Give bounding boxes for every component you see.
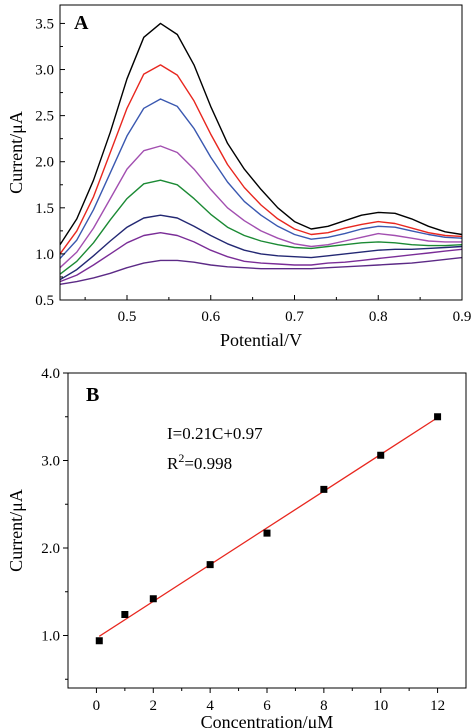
- panel-a-series-line-1: [59, 22, 463, 246]
- panel-b-r2-annotation: R2=0.998: [167, 451, 232, 473]
- r2-superscript: 2: [178, 451, 184, 465]
- panel-a-y-tick-label: 3.0: [35, 63, 54, 79]
- panel-b-x-tick-label: 4: [206, 698, 214, 714]
- panel-a-series-line-7: [59, 231, 463, 283]
- panel-a-x-tick-label: 0.9: [453, 309, 472, 325]
- panel-b-x-tick-label: 12: [430, 698, 445, 714]
- panel-b-data-point: [434, 413, 442, 421]
- panel-b-equation-annotation: I=0.21C+0.97: [167, 424, 263, 443]
- panel-a-series-line-3: [59, 98, 463, 259]
- panel-b-data-point: [121, 611, 129, 618]
- panel-a-x-tick-label: 0.8: [369, 309, 388, 325]
- panel-b-x-tick-label: 6: [263, 698, 271, 714]
- r2-prefix: R: [167, 454, 179, 473]
- panel-b-x-tick-label: 8: [320, 698, 328, 714]
- panel-b-data-point: [206, 561, 214, 569]
- panel-a-plot-frame: [59, 4, 463, 301]
- panel-a-y-tick-label: 2.0: [35, 155, 54, 171]
- panel-a-ticks: 0.5 0.6 0.7 0.8 0.9 0.5 1.0 1.5 2.0 2.5 3.0 3.5: [35, 16, 471, 325]
- panel-b-x-tick-label: 10: [373, 698, 388, 714]
- r2-value: =0.998: [184, 454, 232, 473]
- panel-b-data-point: [263, 529, 271, 537]
- panel-b-fit-line: [98, 417, 438, 637]
- panel-a-voltammogram-chart: 0.5 0.6 0.7 0.8 0.9 0.5 1.0 1.5 2.0 2.5 3.0 3.5 A P…: [6, 4, 471, 350]
- panel-b-y-tick-label: 2.0: [41, 541, 60, 557]
- panel-a-x-axis-label: Potential/V: [220, 330, 302, 350]
- panel-b-data-point: [320, 485, 328, 493]
- panel-a-y-tick-label: 1.0: [35, 247, 54, 263]
- panel-b-calibration-chart: 0 2 4 6 8 10 121.02.03.04.0 B I=0.21C+0.97 R2=…: [6, 366, 467, 728]
- panel-b-x-tick-label: 0: [93, 698, 101, 714]
- panel-b-data-point: [95, 637, 103, 645]
- panel-b-y-tick-label: 1.0: [41, 629, 60, 645]
- panel-a-y-tick-label: 0.5: [35, 293, 54, 309]
- panel-b-data-points: [95, 413, 442, 645]
- panel-a-series-line-2: [59, 64, 463, 255]
- panel-b-x-tick-label: 2: [150, 698, 158, 714]
- panel-a-curves: [59, 22, 463, 285]
- panel-b-y-axis-label: Current/μA: [6, 489, 26, 572]
- panel-a-y-tick-label: 2.5: [35, 109, 54, 125]
- panel-a-series-line-5: [59, 179, 463, 275]
- panel-a-x-tick-label: 0.6: [201, 309, 220, 325]
- panel-b-data-point: [377, 451, 385, 459]
- panel-a-y-tick-label: 3.5: [35, 16, 54, 32]
- panel-b-x-axis-label: Concentration/μM: [201, 712, 334, 728]
- panel-b-data-point: [149, 595, 157, 603]
- panel-a-series-line-6: [59, 214, 463, 281]
- panel-b-label: B: [86, 384, 99, 406]
- panel-a-label: A: [74, 12, 89, 34]
- panel-a-x-tick-label: 0.7: [285, 309, 304, 325]
- panel-a-series-line-4: [59, 145, 462, 269]
- panel-a-y-tick-label: 1.5: [35, 201, 54, 217]
- panel-a-x-tick-label: 0.5: [118, 309, 137, 325]
- panel-b-ticks: 0 2 4 6 8 10 12 1.0 2.0 3.0 4.0: [41, 366, 445, 714]
- panel-a-series-line-8: [59, 256, 463, 285]
- panel-a-y-axis-label: Current/μA: [6, 111, 26, 194]
- panel-b-y-tick-label: 3.0: [41, 454, 60, 470]
- panel-b-y-tick-label: 4.0: [41, 366, 60, 382]
